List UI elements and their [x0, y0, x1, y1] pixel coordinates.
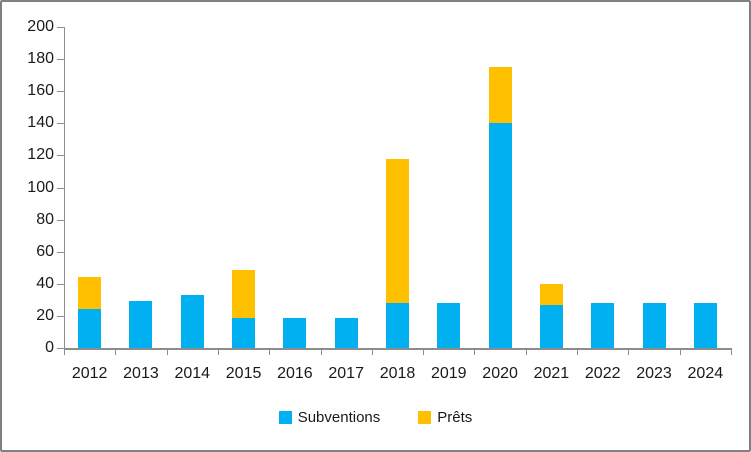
x-axis-line: [64, 348, 732, 350]
y-axis-tick-label: 120: [27, 146, 54, 164]
y-axis-line: [64, 27, 65, 354]
y-axis-tick-label: 140: [27, 114, 54, 132]
bar-2021-subventions: [540, 305, 563, 348]
y-axis-tick-mark: [57, 91, 64, 92]
x-axis-category-label: 2021: [533, 365, 570, 382]
x-axis-category-label: 2018: [379, 365, 416, 382]
y-axis-tick-label: 40: [36, 274, 54, 292]
x-axis-category-label: 2023: [636, 365, 672, 382]
x-axis-tick-mark: [628, 348, 629, 355]
bar-2013-subventions: [129, 301, 152, 348]
legend-swatch-icon: [418, 410, 432, 424]
bar-2015-subventions: [232, 318, 255, 348]
y-axis-tick-label: 20: [36, 306, 54, 324]
x-axis-tick-mark: [218, 348, 219, 355]
x-axis-category-label: 2014: [174, 365, 211, 382]
bar-2014-subventions: [181, 295, 204, 348]
bar-2024-subventions: [694, 303, 717, 348]
y-axis-tick-mark: [57, 27, 64, 28]
bar-2022-subventions: [591, 303, 614, 348]
y-axis-tick-label: 80: [36, 210, 54, 228]
x-axis-category-label: 2013: [123, 365, 159, 382]
y-axis-tick-mark: [57, 348, 64, 349]
x-axis-tick-mark: [423, 348, 424, 355]
x-axis-tick-mark: [115, 348, 116, 355]
x-axis-category-label: 2020: [482, 365, 518, 382]
y-axis-tick-label: 160: [27, 82, 54, 100]
y-axis-tick-label: 100: [27, 178, 54, 196]
bar-2018-subventions: [386, 303, 409, 348]
x-axis-tick-mark: [64, 348, 65, 355]
bar-2023-subventions: [643, 303, 666, 348]
legend-swatch-icon: [278, 410, 292, 424]
x-axis-category-label: 2012: [71, 365, 108, 382]
x-axis-tick-mark: [474, 348, 475, 355]
x-axis-category-label: 2016: [277, 365, 313, 382]
x-axis-tick-mark: [167, 348, 168, 355]
bar-2015-prets: [232, 270, 255, 318]
bar-2021-prets: [540, 284, 563, 305]
x-axis-tick-mark: [526, 348, 527, 355]
x-axis-category-label: 2019: [430, 365, 467, 382]
y-axis-tick-mark: [57, 284, 64, 285]
y-axis-tick-mark: [57, 316, 64, 317]
x-axis-tick-mark: [577, 348, 578, 355]
bar-2016-subventions: [283, 318, 306, 348]
legend-item-prets: Prêts: [418, 409, 472, 426]
y-axis-tick-label: 60: [36, 242, 54, 260]
plot-area: [64, 27, 731, 348]
bar-2012-prets: [78, 277, 101, 309]
bar-2020-subventions: [489, 123, 512, 348]
legend-label: Prêts: [437, 408, 473, 426]
y-axis-tick-mark: [57, 188, 64, 189]
x-axis-tick-mark: [321, 348, 322, 355]
x-axis-category-label: 2024: [687, 365, 724, 382]
y-axis-tick-mark: [57, 220, 64, 221]
bar-2019-subventions: [437, 303, 460, 348]
y-axis-tick-label: 200: [27, 18, 54, 35]
bar-2018-prets: [386, 159, 409, 303]
x-axis-tick-mark: [731, 348, 732, 355]
x-axis-category-label: 2017: [328, 365, 364, 382]
y-axis-tick-mark: [57, 123, 64, 124]
legend: Subventions Prêts: [2, 404, 749, 430]
legend-item-subventions: Subventions: [278, 408, 381, 426]
y-axis-tick-mark: [57, 155, 64, 156]
legend-label: Subventions: [297, 408, 381, 426]
x-axis-category-label: 2022: [584, 365, 621, 382]
bar-2020-prets: [489, 67, 512, 123]
y-axis-tick-mark: [57, 252, 64, 253]
x-axis-tick-mark: [680, 348, 681, 355]
y-axis-tick-label: 0: [45, 339, 54, 356]
y-axis-tick-mark: [57, 59, 64, 60]
y-axis-tick-label: 180: [27, 50, 54, 68]
bar-2012-subventions: [78, 309, 101, 348]
x-axis-category-label: 2015: [225, 365, 262, 382]
x-axis-tick-mark: [269, 348, 270, 355]
bar-2017-subventions: [335, 318, 358, 348]
x-axis-tick-mark: [372, 348, 373, 355]
